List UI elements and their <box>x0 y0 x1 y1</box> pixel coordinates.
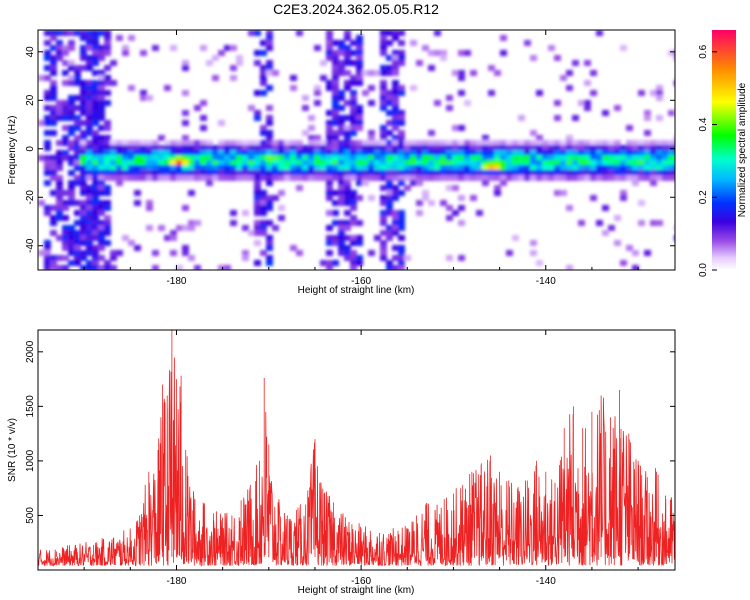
snr-y-tick-label: 1000 <box>25 449 36 472</box>
heatmap-cells <box>38 30 675 270</box>
heatmap-y-tick-label: 40 <box>25 46 36 58</box>
colorbar: 0.0 0.2 0.4 0.6 Normalized spectral amplitu… <box>698 30 748 277</box>
heatmap-y-tick-label: 0 <box>25 146 36 152</box>
snr-series-line <box>38 330 675 567</box>
heatmap-ticks: -180 -160 -140 -40 -20 0 20 40 <box>25 30 675 287</box>
heatmap-y-tick-label: -20 <box>25 190 36 205</box>
snr-y-tick-label: 500 <box>25 507 36 524</box>
colorbar-tick-label: 0.6 <box>698 44 709 58</box>
colorbar-tick-label: 0.0 <box>698 263 709 277</box>
snr-x-tick-label: -180 <box>166 576 186 587</box>
snr-frame <box>37 329 676 571</box>
heatmap-panel: -180 -160 -140 -40 -20 0 20 40 Height of straig… <box>7 29 676 296</box>
snr-y-tick-label: 1500 <box>25 395 36 418</box>
snr-x-tick-label: -160 <box>351 576 371 587</box>
snr-panel: -180 -160 -140 500 1000 1500 2000 Height of st… <box>7 329 676 596</box>
colorbar-tick-label: 0.4 <box>698 117 709 131</box>
heatmap-frame <box>37 29 676 271</box>
snr-x-tick-label: -140 <box>536 576 556 587</box>
colorbar-gradient <box>712 30 736 270</box>
colorbar-label: Normalized spectral amplitude <box>737 82 748 217</box>
colorbar-tick-label: 0.2 <box>698 190 709 204</box>
snr-y-axis-label: SNR (10 * v/v) <box>7 418 18 482</box>
heatmap-y-axis-label: Frequency (Hz) <box>7 116 18 185</box>
colorbar-ticks: 0.0 0.2 0.4 0.6 <box>698 44 717 277</box>
heatmap-blobs <box>38 30 675 270</box>
heatmap-y-tick-label: -40 <box>25 238 36 253</box>
snr-ticks: -180 -160 -140 500 1000 1500 2000 <box>25 330 675 587</box>
heatmap-x-tick-label: -160 <box>351 276 371 287</box>
heatmap-x-tick-label: -180 <box>166 276 186 287</box>
snr-x-axis-label: Height of straight line (km) <box>298 585 415 596</box>
heatmap-x-axis-label: Height of straight line (km) <box>298 285 415 296</box>
heatmap-x-tick-label: -140 <box>536 276 556 287</box>
chart-title: C2E3.2024.362.05.05.R12 <box>273 1 439 17</box>
snr-y-tick-label: 2000 <box>25 340 36 363</box>
heatmap-y-tick-label: 20 <box>25 94 36 106</box>
